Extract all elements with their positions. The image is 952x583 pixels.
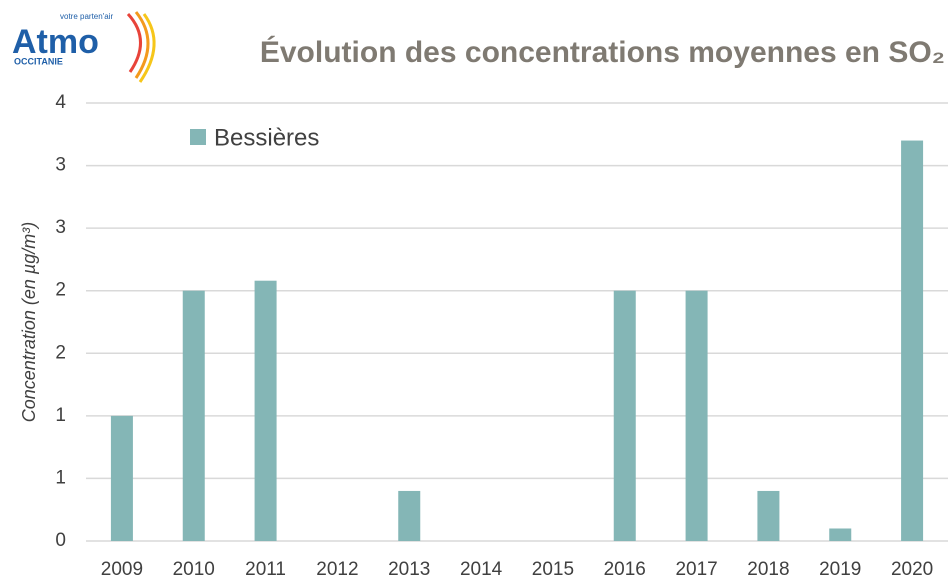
- x-tick-label: 2015: [532, 559, 574, 580]
- bar: [110, 415, 133, 541]
- y-tick-label: 2: [55, 342, 66, 363]
- y-tick-label: 3: [55, 155, 66, 176]
- y-tick-label: 1: [55, 405, 66, 426]
- y-tick-label: 2: [55, 280, 66, 301]
- logo-arc: [126, 12, 142, 73]
- bar: [613, 290, 636, 541]
- x-tick-label: 2011: [245, 559, 286, 580]
- x-tick-label: 2012: [316, 559, 358, 580]
- bar: [685, 290, 708, 541]
- logo-arc: [134, 11, 150, 79]
- x-tick-label: 2010: [173, 559, 215, 580]
- x-tick-label: 2014: [460, 559, 503, 580]
- logo-tagline: votre parten'air: [60, 12, 113, 21]
- legend-box: [140, 115, 370, 161]
- logo-name: Atmo: [12, 23, 99, 61]
- bar: [829, 528, 852, 541]
- bar: [254, 280, 277, 541]
- x-tick-label: 2013: [388, 559, 430, 580]
- x-tick-label: 2019: [819, 559, 861, 580]
- logo-arc: [138, 13, 156, 83]
- legend-label: Bessières: [214, 124, 319, 151]
- y-axis-label: Concentration (en µg/m³): [19, 222, 39, 422]
- y-tick-label: 0: [55, 530, 66, 551]
- x-tick-label: 2020: [891, 559, 933, 580]
- logo-region: OCCITANIE: [14, 56, 63, 66]
- x-tick-label: 2018: [747, 559, 789, 580]
- y-tick-label: 4: [55, 92, 66, 113]
- x-tick-label: 2017: [675, 559, 717, 580]
- x-tick-label: 2009: [101, 559, 143, 580]
- bar: [901, 140, 924, 542]
- bar: [757, 490, 780, 541]
- bar: [182, 290, 205, 541]
- y-tick-label: 3: [55, 217, 66, 238]
- chart-title: Évolution des concentrations moyennes en…: [260, 35, 945, 69]
- x-tick-label: 2016: [604, 559, 646, 580]
- y-tick-label: 1: [55, 467, 66, 488]
- bar: [398, 490, 421, 541]
- legend-swatch: [190, 129, 206, 145]
